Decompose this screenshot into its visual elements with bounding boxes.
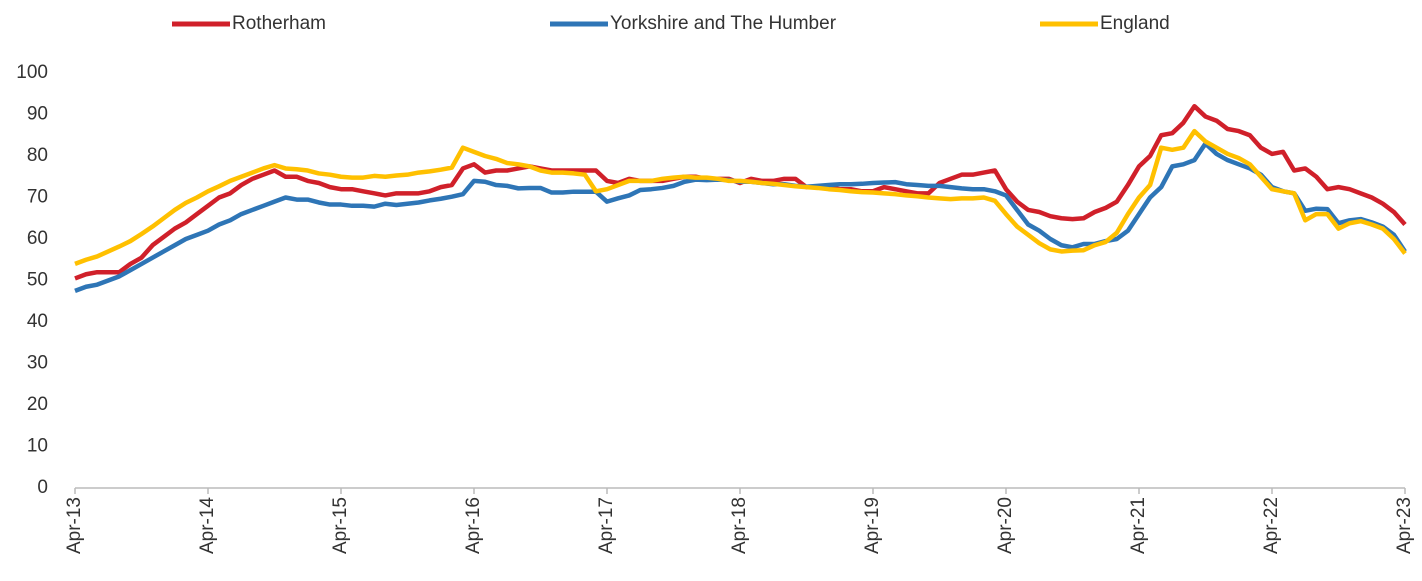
y-tick-label: 60 bbox=[27, 228, 48, 249]
y-tick-label: 90 bbox=[27, 104, 48, 125]
y-tick-label: 30 bbox=[27, 353, 48, 374]
x-tick-label: Apr-19 bbox=[862, 497, 883, 554]
x-tick-label: Apr-18 bbox=[729, 497, 750, 554]
legend-label: England bbox=[1100, 13, 1170, 34]
x-tick-label: Apr-16 bbox=[463, 497, 484, 554]
x-tick-label: Apr-13 bbox=[64, 497, 85, 554]
y-tick-label: 0 bbox=[37, 477, 48, 498]
series-line bbox=[74, 103, 1407, 281]
x-tick-label: Apr-17 bbox=[596, 497, 617, 554]
y-tick-label: 100 bbox=[16, 62, 48, 83]
y-tick-label: 80 bbox=[27, 145, 48, 166]
x-tick-label: Apr-20 bbox=[995, 497, 1016, 554]
x-tick-label: Apr-21 bbox=[1128, 497, 1149, 554]
series-line bbox=[74, 128, 1407, 267]
x-tick-label: Apr-23 bbox=[1394, 497, 1415, 554]
y-tick-label: 40 bbox=[27, 311, 48, 332]
y-tick-label: 10 bbox=[27, 436, 48, 457]
x-tick-label: Apr-15 bbox=[330, 497, 351, 554]
x-tick-label: Apr-22 bbox=[1261, 497, 1282, 554]
y-tick-label: 70 bbox=[27, 187, 48, 208]
legend-label: Yorkshire and The Humber bbox=[610, 13, 837, 34]
legend-label: Rotherham bbox=[232, 13, 326, 34]
x-tick-label: Apr-14 bbox=[197, 497, 218, 554]
y-tick-label: 50 bbox=[27, 270, 48, 291]
y-tick-label: 20 bbox=[27, 394, 48, 415]
